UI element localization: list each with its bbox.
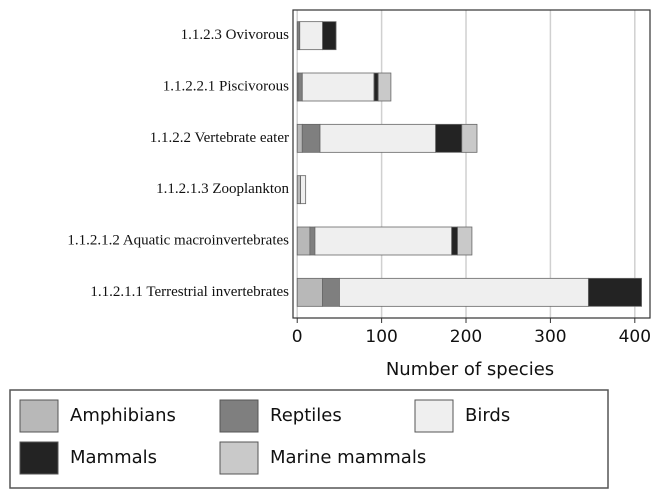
bar-segment: [373, 72, 379, 102]
y-tick-label: 1.1.2.1.1 Terrestrial invertebrates: [90, 284, 289, 300]
legend-label: Amphibians: [70, 405, 176, 426]
x-tick-label: 0: [292, 327, 303, 347]
y-tick-label: 1.1.2.2.1 Piscivorous: [163, 78, 289, 94]
legend-label: Marine mammals: [270, 447, 426, 468]
y-tick-label: 1.1.2.1.3 Zooplankton: [156, 181, 289, 197]
x-tick-label: 300: [534, 327, 566, 347]
legend-swatch: [219, 399, 259, 433]
legend-label: Birds: [465, 405, 510, 426]
y-tick-label: 1.1.2.1.2 Aquatic macroinvertebrates: [67, 232, 289, 248]
plot-frame: [292, 9, 651, 319]
bar-segment: [319, 123, 437, 153]
bar-segment: [296, 277, 323, 307]
bar-segment: [299, 21, 323, 51]
y-tick-label: 1.1.2.2 Vertebrate eater: [150, 130, 289, 146]
y-tick-label: 1.1.2.3 Ovivorous: [181, 27, 289, 43]
bar-segment: [296, 226, 311, 256]
bar-segment: [296, 175, 301, 205]
bar-segment: [301, 123, 321, 153]
legend-swatch: [19, 399, 59, 433]
bar-segment: [297, 72, 303, 102]
bar-segment: [377, 72, 392, 102]
legend-swatch: [19, 441, 59, 475]
x-tick-label: 200: [450, 327, 482, 347]
legend-swatch: [414, 399, 454, 433]
legend-label: Reptiles: [270, 405, 342, 426]
bar-segment: [300, 175, 307, 205]
bar-segment: [587, 277, 642, 307]
legend-box: [9, 389, 609, 489]
bar-segment: [322, 277, 340, 307]
bar-segment: [301, 72, 375, 102]
bar-segment: [461, 123, 478, 153]
x-axis-label: Number of species: [386, 359, 554, 380]
bar-segment: [339, 277, 589, 307]
x-tick-label: 100: [365, 327, 397, 347]
legend-swatch: [219, 441, 259, 475]
x-tick-label: 400: [619, 327, 651, 347]
legend-label: Mammals: [70, 447, 157, 468]
bar-segment: [322, 21, 337, 51]
bar-segment: [309, 226, 316, 256]
bar-segment: [451, 226, 458, 256]
bar-segment: [457, 226, 473, 256]
bar-segment: [314, 226, 453, 256]
bar-segment: [435, 123, 463, 153]
bar-segment: [296, 123, 303, 153]
